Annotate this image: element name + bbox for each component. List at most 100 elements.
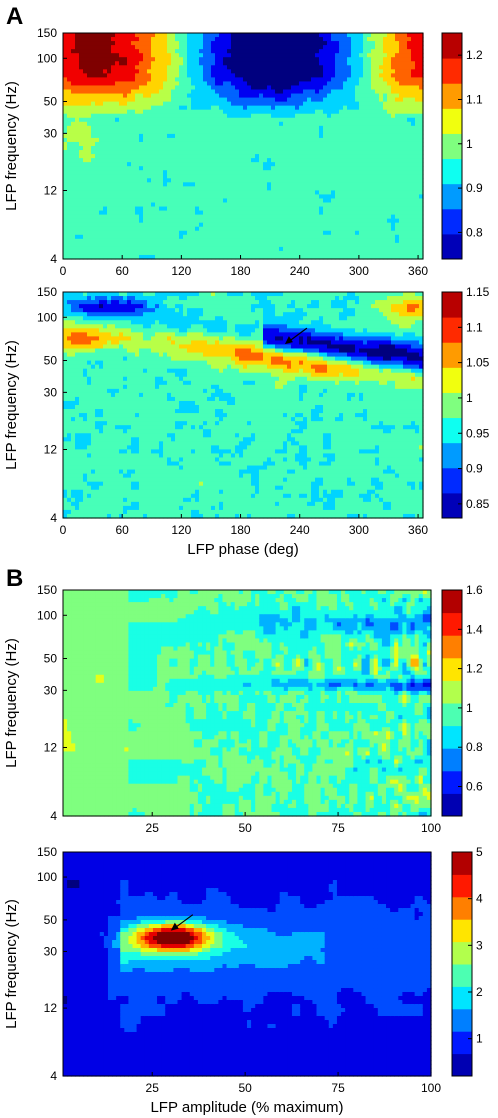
heatmap-cell [139,146,144,151]
heatmap-cell [331,214,336,220]
heatmap-cell [311,125,316,131]
heatmap-cell [411,146,416,151]
heatmap-cell [235,218,240,224]
heatmap-cell [319,77,324,83]
heatmap-cell [223,146,228,151]
heatmap-cell [227,238,232,244]
heatmap-cell [327,81,332,87]
heatmap-cell [191,33,196,38]
heatmap-cell [403,117,408,123]
heatmap-cell [71,93,76,99]
heatmap-cell [159,174,164,179]
heatmap-cell [267,101,272,107]
heatmap-cell [399,182,404,187]
heatmap-cell [399,121,404,127]
heatmap-cell [339,93,344,99]
heatmap-cell [411,206,416,212]
heatmap-cell [327,162,332,167]
heatmap-cell [203,174,208,179]
heatmap-cell [331,166,336,171]
heatmap-cell [283,150,288,155]
heatmap-cell [195,194,200,200]
heatmap-cell [279,137,284,143]
heatmap-cell [411,53,416,58]
heatmap-cell [347,222,352,228]
heatmap-cell [347,125,352,131]
heatmap-cell [407,121,412,127]
heatmap-cell [287,49,292,54]
heatmap-cell [259,146,264,151]
heatmap-cell [363,125,368,131]
heatmap-cell [147,33,152,38]
heatmap-cell [359,214,364,220]
heatmap-cell [263,89,268,95]
heatmap-cell [303,246,308,252]
heatmap-cell [383,162,388,167]
heatmap-cell [335,254,340,260]
heatmap-cell [171,65,176,70]
heatmap-cell [115,49,120,54]
heatmap-cell [191,117,196,123]
heatmap-cell [291,194,296,200]
heatmap-cell [163,210,168,216]
heatmap-cell [187,194,192,200]
heatmap-cell [151,53,156,58]
heatmap-cell [303,154,308,159]
heatmap-cell [159,182,164,187]
heatmap-cell [79,246,84,252]
heatmap-cell [347,113,352,119]
heatmap-cell [123,214,128,220]
heatmap-cell [267,125,272,131]
heatmap-cell [187,246,192,252]
heatmap-cell [91,222,96,228]
heatmap-cell [167,77,172,83]
heatmap-cell [239,125,244,131]
heatmap-cell [407,45,412,50]
heatmap-cell [183,250,188,256]
heatmap-cell [355,97,360,103]
heatmap-cell [387,202,392,208]
heatmap-cell [143,250,148,256]
heatmap-cell [115,61,120,66]
heatmap-cell [303,113,308,119]
heatmap-cell [227,218,232,224]
heatmap-cell [323,186,328,191]
heatmap-cell [339,174,344,179]
heatmap-cell [115,53,120,58]
heatmap-cell [179,93,184,99]
heatmap-cell [95,69,100,74]
heatmap-cell [343,146,348,151]
heatmap-cell [183,85,188,91]
heatmap-cell [223,49,228,54]
heatmap-cell [119,113,124,119]
heatmap-cell [99,69,104,74]
heatmap-cell [199,234,204,240]
heatmap-cell [171,234,176,240]
heatmap-cell [223,190,228,196]
heatmap-cell [199,158,204,163]
heatmap-cell [379,190,384,196]
heatmap-cell [203,133,208,139]
heatmap-cell [375,61,380,66]
heatmap-cell [367,254,372,260]
heatmap-cell [115,174,120,179]
heatmap-cell [363,105,368,111]
heatmap-cell [171,69,176,74]
heatmap-cell [347,174,352,179]
heatmap-cell [343,117,348,123]
heatmap-cell [255,85,260,91]
heatmap-cell [95,182,100,187]
heatmap-cell [259,65,264,70]
heatmap-cell [187,93,192,99]
heatmap-cell [111,158,116,163]
heatmap-cell [311,89,316,95]
heatmap-cell [167,194,172,200]
heatmap-cell [283,117,288,123]
heatmap-cell [351,182,356,187]
heatmap-cell [415,250,420,256]
heatmap-cell [155,113,160,119]
heatmap-cell [179,45,184,50]
heatmap-cell [291,238,296,244]
heatmap-cell [99,250,104,256]
heatmap-cell [239,81,244,87]
